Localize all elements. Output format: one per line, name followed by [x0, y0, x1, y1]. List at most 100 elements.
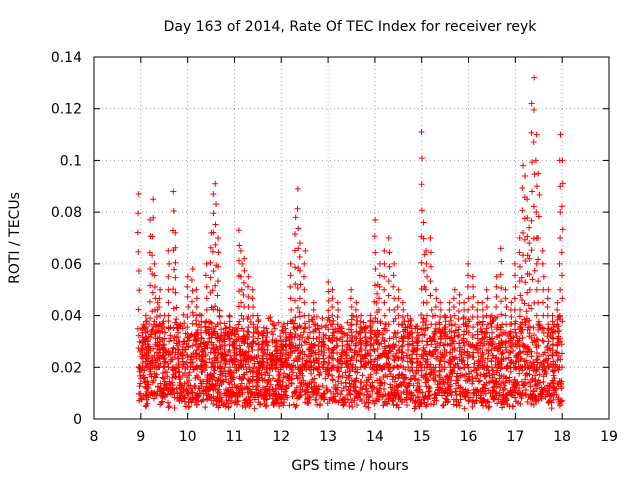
data-point	[376, 329, 383, 336]
data-point	[305, 389, 312, 396]
data-point	[247, 390, 254, 397]
data-point	[334, 349, 341, 356]
data-point	[535, 321, 542, 328]
data-point	[203, 283, 210, 290]
data-point	[226, 318, 233, 325]
data-point	[517, 400, 524, 407]
data-point	[482, 385, 489, 392]
data-point	[405, 335, 412, 342]
data-point	[227, 397, 234, 404]
data-point	[208, 320, 215, 327]
data-point	[372, 249, 379, 256]
data-point	[528, 400, 535, 407]
data-point	[391, 357, 398, 364]
data-point	[360, 319, 367, 326]
data-point	[373, 370, 380, 377]
data-point	[550, 384, 557, 391]
data-point	[241, 384, 248, 391]
data-point	[426, 392, 433, 399]
data-point	[203, 384, 210, 391]
data-point	[556, 378, 563, 385]
data-point	[559, 157, 566, 164]
data-point	[453, 373, 460, 380]
data-point	[179, 392, 186, 399]
data-point	[314, 401, 321, 408]
data-point	[501, 397, 508, 404]
data-point	[477, 394, 484, 401]
data-point	[310, 306, 317, 313]
data-point	[376, 341, 383, 348]
data-point	[375, 388, 382, 395]
data-point	[516, 349, 523, 356]
data-point	[390, 395, 397, 402]
data-point	[556, 312, 563, 319]
data-point	[315, 342, 322, 349]
data-point	[493, 383, 500, 390]
data-point	[508, 299, 515, 306]
data-point	[210, 341, 217, 348]
data-point	[371, 347, 378, 354]
data-point	[550, 324, 557, 331]
data-point	[238, 380, 245, 387]
data-point	[236, 288, 243, 295]
data-point	[222, 351, 229, 358]
data-point	[216, 339, 223, 346]
x-axis-ticks: 8 9 10 11 12 13 14 15 16 17 18 19	[90, 57, 618, 445]
data-point	[518, 393, 525, 400]
data-point	[348, 303, 355, 310]
data-point	[292, 314, 299, 321]
data-point	[453, 385, 460, 392]
data-point	[446, 349, 453, 356]
data-point	[457, 372, 464, 379]
data-point	[390, 392, 397, 399]
data-point	[472, 375, 479, 382]
x-tick-label: 10	[179, 429, 197, 445]
data-point	[311, 314, 318, 321]
data-point	[479, 342, 486, 349]
data-point	[523, 345, 530, 352]
data-point	[226, 380, 233, 387]
data-point	[166, 403, 173, 410]
data-point	[538, 388, 545, 395]
data-point	[198, 364, 205, 371]
data-point	[549, 347, 556, 354]
data-point	[169, 374, 176, 381]
data-point	[498, 337, 505, 344]
data-point	[319, 382, 326, 389]
chart-title: Day 163 of 2014, Rate Of TEC Index for r…	[164, 19, 538, 35]
data-point	[149, 270, 156, 277]
x-tick-label: 13	[319, 429, 337, 445]
data-point	[180, 388, 187, 395]
data-point	[554, 342, 561, 349]
data-point	[245, 273, 252, 280]
data-point	[294, 375, 301, 382]
data-point	[502, 338, 509, 345]
data-point	[550, 358, 557, 365]
data-point	[513, 398, 520, 405]
data-point	[159, 374, 166, 381]
data-point	[249, 295, 256, 302]
data-point	[398, 390, 405, 397]
data-point	[381, 325, 388, 332]
data-point	[404, 352, 411, 359]
data-point	[461, 349, 468, 356]
data-point	[308, 384, 315, 391]
data-point	[456, 365, 463, 372]
data-point	[504, 401, 511, 408]
data-point	[489, 374, 496, 381]
data-point	[207, 319, 214, 326]
data-point	[184, 379, 191, 386]
data-point	[214, 389, 221, 396]
data-point	[329, 338, 336, 345]
data-point	[291, 347, 298, 354]
data-point	[148, 389, 155, 396]
data-point	[377, 380, 384, 387]
data-point	[171, 394, 178, 401]
data-point	[141, 367, 148, 374]
data-point	[365, 374, 372, 381]
data-point	[347, 347, 354, 354]
data-point	[507, 357, 514, 364]
data-point	[147, 315, 154, 322]
data-point	[294, 395, 301, 402]
data-point	[330, 317, 337, 324]
